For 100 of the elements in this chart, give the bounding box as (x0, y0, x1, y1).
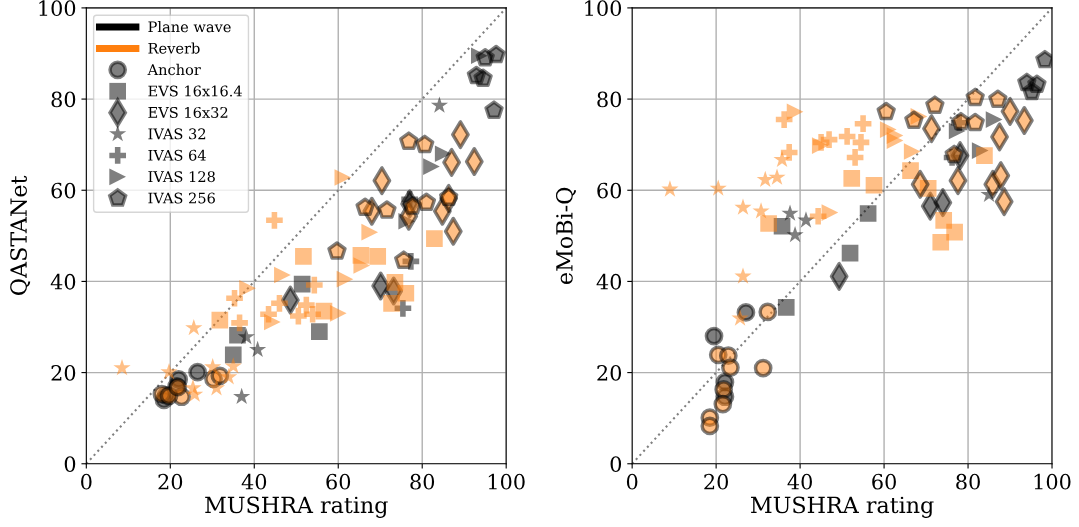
y-tick-label: 20 (51, 365, 76, 381)
point (188, 362, 207, 382)
point (904, 110, 924, 129)
y-tick-label: 0 (610, 456, 622, 472)
point (226, 289, 243, 307)
point (902, 162, 919, 179)
point (426, 230, 443, 247)
point (852, 134, 870, 151)
point (304, 305, 321, 323)
point (211, 311, 229, 329)
point (854, 115, 872, 133)
point (756, 170, 774, 188)
point (821, 204, 839, 221)
y-axis-title: eMoBi-Q (556, 187, 577, 284)
point (731, 309, 749, 326)
point (965, 112, 985, 132)
point (394, 250, 414, 269)
legend-label: Anchor (147, 63, 201, 76)
point (361, 223, 379, 241)
y-tick-label: 60 (597, 182, 622, 199)
y-axis-title: QASTANet (10, 175, 31, 295)
point (786, 103, 804, 121)
point (334, 169, 352, 186)
x-axis-title: MUSHRA rating (205, 496, 388, 518)
legend-label: Reverb (148, 42, 200, 54)
point (416, 192, 437, 212)
point (876, 101, 896, 121)
point (475, 47, 495, 67)
point (336, 270, 354, 288)
point (704, 326, 724, 346)
x-tick-label: 40 (241, 473, 267, 490)
point (113, 359, 131, 376)
point (946, 223, 963, 241)
point (274, 266, 291, 284)
point (415, 134, 435, 154)
point (768, 168, 786, 185)
y-tick-label: 80 (51, 91, 76, 108)
point (353, 257, 371, 274)
point (249, 340, 267, 358)
point (224, 357, 242, 374)
point (944, 144, 964, 164)
legend-label: IVAS 32 (148, 128, 206, 140)
point (266, 212, 283, 229)
y-tick-label: 60 (51, 182, 76, 199)
point (760, 215, 777, 232)
x-tick-label: 20 (704, 473, 728, 490)
point (397, 284, 415, 302)
point (355, 197, 375, 217)
point (734, 198, 752, 215)
x-tick-label: 20 (158, 473, 183, 490)
point (753, 358, 773, 378)
point (780, 144, 798, 161)
y-tick-label: 20 (597, 365, 622, 381)
point (841, 244, 859, 262)
x-tick-label: 60 (326, 473, 351, 490)
point (988, 89, 1008, 109)
x-tick-label: 0 (81, 473, 92, 490)
point (976, 147, 993, 164)
point (985, 111, 1003, 128)
point (402, 196, 423, 215)
point (473, 68, 493, 88)
point (327, 241, 347, 260)
x-tick-label: 100 (1034, 473, 1071, 490)
point (859, 205, 877, 222)
point (220, 368, 238, 385)
x-tick-label: 40 (787, 473, 812, 490)
legend-label: IVAS 256 (148, 192, 215, 204)
legend-label: Plane wave (148, 21, 231, 33)
point (846, 149, 864, 166)
point (369, 248, 387, 265)
point (965, 87, 985, 107)
point (721, 358, 740, 377)
point (786, 225, 804, 243)
point (271, 294, 288, 312)
point (709, 179, 727, 196)
legend-label: EVS 16x16.4 (148, 85, 242, 97)
point (932, 233, 950, 251)
x-tick-label: 60 (872, 473, 896, 490)
point (903, 143, 921, 160)
point (1022, 81, 1042, 101)
point (290, 307, 307, 325)
y-tick-label: 40 (50, 273, 76, 290)
point (207, 379, 226, 396)
point (311, 323, 328, 340)
point (430, 96, 449, 113)
point (843, 170, 861, 187)
point (865, 176, 883, 194)
point (231, 314, 248, 332)
legend-label: EVS 16x32 (148, 106, 228, 118)
point (758, 302, 778, 322)
point (204, 358, 222, 375)
point (186, 385, 204, 402)
point (377, 200, 397, 219)
point (237, 328, 255, 345)
point (239, 279, 256, 297)
point (777, 299, 795, 316)
x-tick-label: 80 (410, 473, 435, 490)
legend-label: IVAS 128 (148, 171, 215, 183)
point (329, 304, 347, 322)
point (439, 187, 459, 207)
